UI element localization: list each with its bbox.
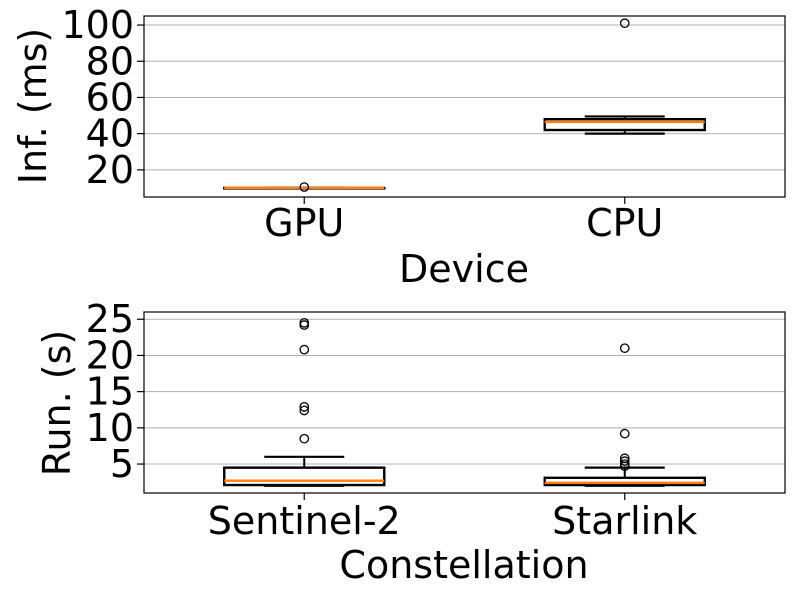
y-tick-label: 20 bbox=[86, 333, 134, 377]
box-starlink bbox=[543, 343, 706, 487]
box-sentinel-2 bbox=[223, 318, 386, 487]
plot-frame bbox=[143, 311, 786, 494]
y-tick-label: 80 bbox=[86, 39, 134, 83]
x-tick-label: Starlink bbox=[552, 499, 697, 543]
outlier-point bbox=[299, 344, 310, 355]
iqr-box bbox=[543, 476, 706, 487]
outlier-point bbox=[619, 428, 630, 439]
outlier-point bbox=[299, 182, 310, 192]
y-tick-label: 15 bbox=[86, 370, 134, 414]
outlier-point bbox=[299, 318, 310, 328]
box-gpu bbox=[223, 182, 386, 192]
y-tick-label: 40 bbox=[86, 112, 134, 156]
outlier-point bbox=[619, 453, 630, 464]
outlier-point bbox=[299, 405, 310, 416]
y-tick-label: 25 bbox=[86, 297, 134, 341]
y-tick-label: 5 bbox=[110, 442, 134, 486]
plot-frame bbox=[143, 15, 786, 198]
outlier-point bbox=[619, 343, 630, 354]
box-cpu bbox=[543, 18, 706, 135]
iqr-box bbox=[543, 117, 706, 132]
outlier-point bbox=[299, 401, 310, 412]
outlier-point bbox=[299, 433, 310, 444]
x-axis-label: Device bbox=[399, 247, 529, 291]
y-axis-label: Inf. (ms) bbox=[11, 28, 55, 185]
y-axis-label: Run. (s) bbox=[35, 330, 79, 476]
x-tick-label: CPU bbox=[586, 201, 663, 245]
y-tick-label: 10 bbox=[86, 406, 134, 450]
x-tick-label: Sentinel-2 bbox=[208, 499, 401, 543]
iqr-box bbox=[223, 466, 386, 487]
y-tick-label: 100 bbox=[61, 3, 134, 47]
outlier-point bbox=[619, 459, 630, 469]
y-tick-label: 20 bbox=[86, 148, 134, 192]
x-axis-label: Constellation bbox=[339, 543, 588, 587]
y-tick-label: 60 bbox=[86, 75, 134, 119]
outlier-point bbox=[619, 18, 630, 29]
outlier-point bbox=[619, 456, 630, 466]
x-tick-label: GPU bbox=[264, 201, 344, 245]
